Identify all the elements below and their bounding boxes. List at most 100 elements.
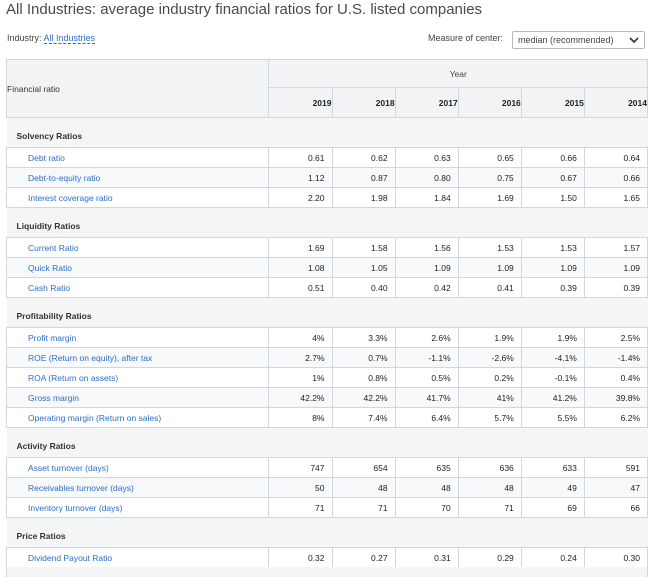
ratio-value: 1.57	[583, 237, 649, 258]
ratio-link[interactable]: ROE (Return on equity), after tax	[5, 347, 270, 368]
table-row: Dividend Payout Ratio 0.32 0.27 0.31 0.29 0.2…	[5, 547, 649, 568]
ratio-value: 6.4%	[394, 407, 459, 428]
chevron-down-icon	[629, 37, 639, 44]
year-2015: 2015	[520, 87, 585, 118]
ratio-value: -0.1%	[520, 367, 585, 388]
ratio-value: 71	[331, 497, 396, 518]
section-title: Activity Ratios	[6, 427, 648, 458]
ratio-value: 747	[268, 457, 333, 478]
ratio-value: 50	[268, 477, 333, 498]
ratio-link[interactable]: Inventory turnover (days)	[5, 497, 270, 518]
ratio-value: 0.66	[520, 147, 585, 168]
ratio-value: 0.40	[331, 277, 396, 298]
industry-link[interactable]: All Industries	[43, 33, 96, 44]
ratio-value: 0.31	[394, 547, 459, 568]
table-row: Operating margin (Return on sales) 8% 7.4%…	[5, 407, 649, 428]
ratio-value: 7.4%	[331, 407, 396, 428]
table-row: Gross margin 42.2% 42.2% 41.7% 41% 41.2% 39.8%	[5, 387, 649, 408]
table-row: ROE (Return on equity), after tax 2.7% 0.7…	[5, 347, 649, 368]
measure-select[interactable]: median (recommended)	[512, 31, 645, 49]
table-row: Debt-to-equity ratio 1.12 0.87 0.80 0.75 0.67…	[5, 167, 649, 188]
ratio-value: 0.27	[331, 547, 396, 568]
ratio-value: 8%	[268, 407, 333, 428]
year-header: Year	[268, 59, 648, 88]
year-2014: 2014	[583, 87, 649, 118]
ratio-value: 0.24	[520, 547, 585, 568]
year-2019: 2019	[268, 87, 333, 118]
ratio-value: 0.41	[457, 277, 522, 298]
ratio-link[interactable]: Gross margin	[5, 387, 270, 408]
ratio-value: 1.09	[520, 257, 585, 278]
ratio-value: 2.20	[268, 187, 333, 208]
table-row: Cash Ratio 0.51 0.40 0.42 0.41 0.39 0.39	[5, 277, 649, 298]
ratio-link[interactable]: Dividend Payout Ratio	[5, 547, 270, 568]
ratio-link[interactable]: Profit margin	[5, 327, 270, 348]
table-row: Profit margin 4% 3.3% 2.6% 1.9% 1.9% 2.5%	[5, 327, 649, 348]
ratio-value: 1.58	[331, 237, 396, 258]
section-row: Profitability Ratios	[6, 297, 648, 328]
ratio-value: 636	[457, 457, 522, 478]
ratio-link[interactable]: Asset turnover (days)	[5, 457, 270, 478]
section-title: Price Ratios	[6, 517, 648, 548]
ratio-link[interactable]: Operating margin (Return on sales)	[5, 407, 270, 428]
industry-filter: Industry: All Industries	[7, 33, 96, 44]
ratio-value: 0.7%	[331, 347, 396, 368]
measure-select-value: median (recommended)	[518, 35, 614, 45]
ratio-value: 0.30	[583, 547, 649, 568]
ratio-value: 41.7%	[394, 387, 459, 408]
ratio-value: 70	[394, 497, 459, 518]
ratio-value: 0.32	[268, 547, 333, 568]
ratio-value: 41.2%	[520, 387, 585, 408]
ratio-value: 2.6%	[394, 327, 459, 348]
ratio-value: 0.75	[457, 167, 522, 188]
table-row: Current Ratio 1.69 1.58 1.56 1.53 1.53 1.57	[5, 237, 649, 258]
ratio-value: 0.66	[583, 167, 649, 188]
page-title: All Industries: average industry financi…	[6, 1, 483, 18]
ratio-value: 1.84	[394, 187, 459, 208]
ratio-value: 39.8%	[583, 387, 649, 408]
measure-label: Measure of center:	[428, 33, 504, 43]
ratio-link[interactable]: Debt-to-equity ratio	[5, 167, 270, 188]
ratio-value: 1.08	[268, 257, 333, 278]
ratio-link[interactable]: ROA (Return on assets)	[5, 367, 270, 388]
ratio-value: 66	[583, 497, 649, 518]
ratio-value: 48	[331, 477, 396, 498]
ratio-value: 69	[520, 497, 585, 518]
ratio-value: 0.39	[583, 277, 649, 298]
ratio-value: 2.5%	[583, 327, 649, 348]
ratio-value: 1.69	[268, 237, 333, 258]
ratio-value: 4%	[268, 327, 333, 348]
ratio-value: 0.29	[457, 547, 522, 568]
ratio-link[interactable]: Cash Ratio	[5, 277, 270, 298]
ratio-value: 41%	[457, 387, 522, 408]
section-row: Price Ratios	[6, 517, 648, 548]
ratio-value: 47	[583, 477, 649, 498]
year-2018: 2018	[331, 87, 396, 118]
ratio-value: 1.50	[520, 187, 585, 208]
section-row: Solvency Ratios	[6, 117, 648, 148]
ratio-value: -4.1%	[520, 347, 585, 368]
ratio-value: 1.98	[331, 187, 396, 208]
ratio-value: 71	[457, 497, 522, 518]
table-row: ROA (Return on assets) 1% 0.8% 0.5% 0.2% -0.1…	[5, 367, 649, 388]
ratio-link[interactable]: Current Ratio	[5, 237, 270, 258]
ratio-value: 48	[394, 477, 459, 498]
industry-label: Industry:	[7, 33, 42, 43]
financial-ratio-header: Financial ratio	[5, 59, 270, 118]
ratio-value: 71	[268, 497, 333, 518]
ratio-value: 0.61	[268, 147, 333, 168]
ratio-link[interactable]: Debt ratio	[5, 147, 270, 168]
ratio-link[interactable]: Quick Ratio	[5, 257, 270, 278]
ratio-value: 42.2%	[331, 387, 396, 408]
table-row: Quick Ratio 1.08 1.05 1.09 1.09 1.09 1.09	[5, 257, 649, 278]
ratio-link[interactable]: Interest coverage ratio	[5, 187, 270, 208]
ratio-value: 1.09	[457, 257, 522, 278]
section-row: Activity Ratios	[6, 427, 648, 458]
section-row: Liquidity Ratios	[6, 207, 648, 238]
ratio-value: 5.5%	[520, 407, 585, 428]
ratio-value: 0.5%	[394, 367, 459, 388]
ratio-value: 6.2%	[583, 407, 649, 428]
ratio-value: 0.65	[457, 147, 522, 168]
ratio-value: 654	[331, 457, 396, 478]
ratio-link[interactable]: Receivables turnover (days)	[5, 477, 270, 498]
